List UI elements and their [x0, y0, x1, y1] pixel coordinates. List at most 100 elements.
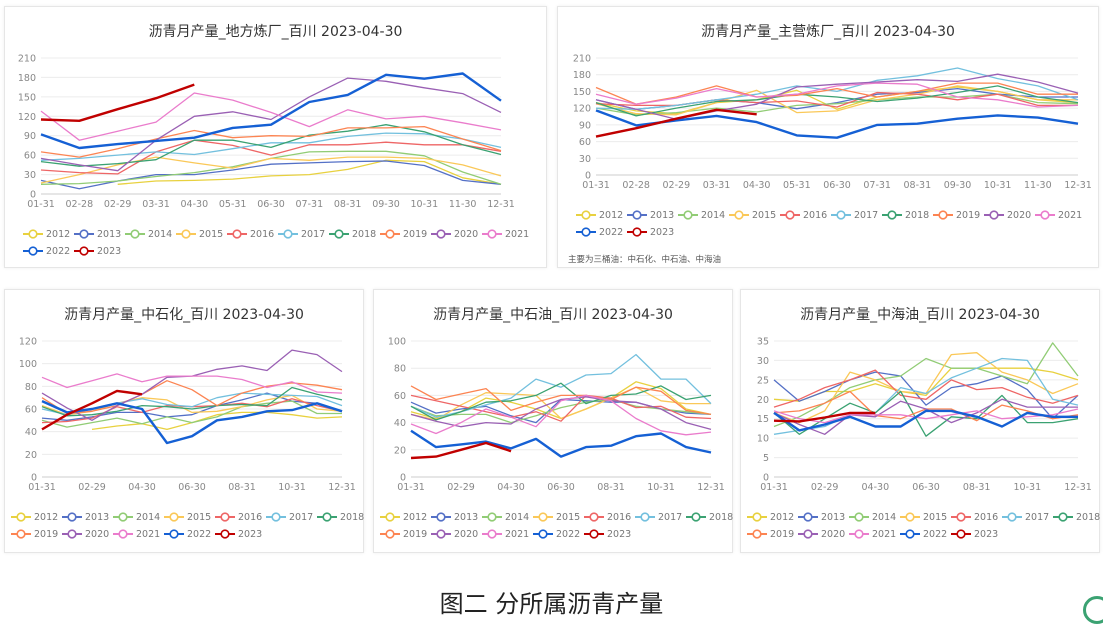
x-tick-label: 02-28 — [622, 180, 650, 191]
x-tick-label: 02-29 — [447, 482, 475, 493]
legend-item-2012[interactable]: 2012 — [11, 510, 62, 524]
x-tick-label: 01-31 — [760, 482, 788, 493]
chart-title: 沥青月产量_主营炼厂_百川 2023-04-30 — [701, 24, 955, 40]
legend-label: 2014 — [872, 511, 897, 523]
legend-marker-icon — [849, 512, 869, 522]
legend-item-2022[interactable]: 2022 — [164, 527, 215, 541]
legend-item-2013[interactable]: 2013 — [74, 227, 125, 241]
legend-item-2022[interactable]: 2022 — [23, 244, 74, 258]
legend-item-2021[interactable]: 2021 — [482, 227, 533, 241]
legend-label: 2014 — [136, 511, 161, 523]
series-line-2015 — [595, 85, 1078, 116]
legend-marker-icon — [380, 229, 400, 239]
legend-label: 2017 — [289, 511, 314, 523]
legend-marker-icon — [227, 229, 247, 239]
legend-item-2019[interactable]: 2019 — [380, 227, 431, 241]
legend-item-2012[interactable]: 2012 — [747, 510, 798, 524]
legend-item-2014[interactable]: 2014 — [482, 510, 533, 524]
x-tick-label: 08-31 — [228, 482, 256, 493]
legend-item-2015[interactable]: 2015 — [164, 510, 215, 524]
legend-item-2014[interactable]: 2014 — [849, 510, 900, 524]
legend-item-2022[interactable]: 2022 — [900, 527, 951, 541]
legend-item-2021[interactable]: 2021 — [482, 527, 533, 541]
legend-label: 2020 — [1007, 209, 1032, 221]
legend-item-2016[interactable]: 2016 — [227, 227, 278, 241]
legend-marker-icon — [113, 512, 133, 522]
x-tick-label: 04-30 — [862, 482, 890, 493]
legend-item-2021[interactable]: 2021 — [1035, 208, 1086, 222]
legend-item-2019[interactable]: 2019 — [933, 208, 984, 222]
legend-label: 2020 — [454, 228, 479, 240]
legend-item-2015[interactable]: 2015 — [900, 510, 951, 524]
legend-item-2023[interactable]: 2023 — [74, 244, 125, 258]
series-line-2015 — [410, 386, 711, 421]
legend-item-2020[interactable]: 2020 — [984, 208, 1035, 222]
legend-item-2019[interactable]: 2019 — [380, 527, 431, 541]
series-line-2022 — [41, 400, 343, 445]
legend-item-2018[interactable]: 2018 — [882, 208, 933, 222]
legend-item-2013[interactable]: 2013 — [431, 510, 482, 524]
legend-item-2023[interactable]: 2023 — [584, 527, 635, 541]
x-tick-label: 03-31 — [142, 199, 170, 210]
legend-item-2016[interactable]: 2016 — [584, 510, 635, 524]
legend-item-2014[interactable]: 2014 — [678, 208, 729, 222]
legend-item-2013[interactable]: 2013 — [798, 510, 849, 524]
legend-marker-icon — [1035, 210, 1055, 220]
x-tick-label: 06-30 — [823, 180, 851, 191]
legend-item-2017[interactable]: 2017 — [278, 227, 329, 241]
legend-item-2020[interactable]: 2020 — [431, 227, 482, 241]
chart-title: 沥青月产量_中石油_百川 2023-04-30 — [433, 307, 673, 323]
legend-item-2013[interactable]: 2013 — [62, 510, 113, 524]
legend-item-2018[interactable]: 2018 — [686, 510, 737, 524]
legend-item-2017[interactable]: 2017 — [1002, 510, 1053, 524]
legend-item-2018[interactable]: 2018 — [329, 227, 380, 241]
series-line-2017 — [773, 357, 1079, 435]
legend-item-2021[interactable]: 2021 — [113, 527, 164, 541]
legend-item-2019[interactable]: 2019 — [11, 527, 62, 541]
legend-item-2017[interactable]: 2017 — [831, 208, 882, 222]
legend-item-2016[interactable]: 2016 — [951, 510, 1002, 524]
legend-label: 2021 — [505, 528, 530, 540]
legend-item-2019[interactable]: 2019 — [747, 527, 798, 541]
legend-item-2013[interactable]: 2013 — [627, 208, 678, 222]
legend-item-2022[interactable]: 2022 — [533, 527, 584, 541]
legend-item-2023[interactable]: 2023 — [951, 527, 1002, 541]
legend-item-2020[interactable]: 2020 — [798, 527, 849, 541]
y-tick-label: 80 — [25, 382, 37, 393]
series-line-2019 — [41, 380, 343, 415]
x-tick-label: 01-31 — [28, 482, 56, 493]
legend-item-2020[interactable]: 2020 — [431, 527, 482, 541]
y-tick-label: 210 — [573, 54, 591, 65]
legend-item-2016[interactable]: 2016 — [780, 208, 831, 222]
legend-item-2012[interactable]: 2012 — [380, 510, 431, 524]
legend-item-2012[interactable]: 2012 — [23, 227, 74, 241]
x-tick-label: 02-28 — [66, 199, 94, 210]
legend-item-2023[interactable]: 2023 — [215, 527, 266, 541]
legend-item-2023[interactable]: 2023 — [627, 225, 678, 239]
legend-item-2014[interactable]: 2014 — [113, 510, 164, 524]
y-tick-label: 15 — [757, 414, 769, 425]
legend-marker-icon — [431, 529, 451, 539]
legend-item-2012[interactable]: 2012 — [576, 208, 627, 222]
legend-item-2014[interactable]: 2014 — [125, 227, 176, 241]
legend-item-2015[interactable]: 2015 — [729, 208, 780, 222]
legend-item-2015[interactable]: 2015 — [176, 227, 227, 241]
series-line-2021 — [40, 92, 502, 141]
legend-item-2020[interactable]: 2020 — [62, 527, 113, 541]
legend-item-2016[interactable]: 2016 — [215, 510, 266, 524]
y-tick-label: 25 — [757, 375, 769, 386]
legend-item-2018[interactable]: 2018 — [317, 510, 368, 524]
legend-item-2018[interactable]: 2018 — [1053, 510, 1103, 524]
legend-item-2022[interactable]: 2022 — [576, 225, 627, 239]
legend-marker-icon — [533, 512, 553, 522]
legend-item-2017[interactable]: 2017 — [635, 510, 686, 524]
legend-label: 2014 — [701, 209, 726, 221]
legend-item-2017[interactable]: 2017 — [266, 510, 317, 524]
y-tick-label: 90 — [24, 131, 36, 142]
legend-marker-icon — [74, 229, 94, 239]
legend-marker-icon — [278, 229, 298, 239]
legend-item-2021[interactable]: 2021 — [849, 527, 900, 541]
legend-label: 2023 — [974, 528, 999, 540]
legend-item-2015[interactable]: 2015 — [533, 510, 584, 524]
y-tick-label: 5 — [763, 453, 769, 464]
